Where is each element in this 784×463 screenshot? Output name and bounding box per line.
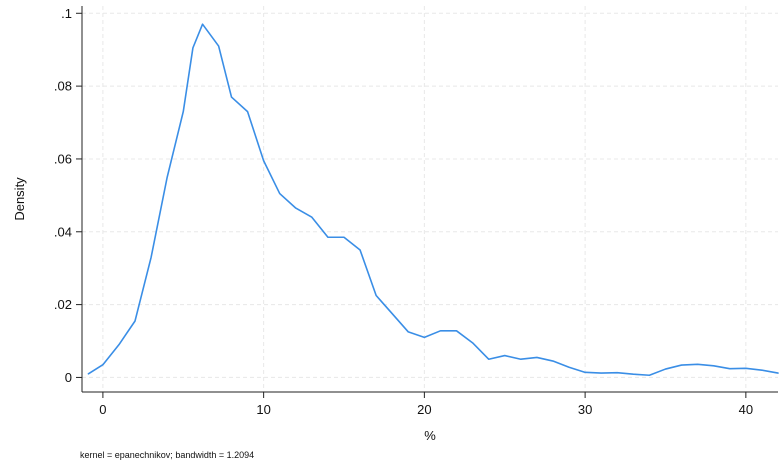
x-tick-label: 20 [417,402,431,417]
data-series [87,23,779,377]
x-axis-label: % [424,428,436,443]
y-tick-label: .08 [54,79,72,94]
y-tick-label: .02 [54,297,72,312]
y-tick-label: .1 [61,6,72,21]
density-line [87,23,779,377]
x-tick-label: 40 [739,402,753,417]
grid [82,6,778,392]
labels: % Density kernel = epanechnikov; bandwid… [12,177,436,460]
x-tick-label: 10 [256,402,270,417]
y-axis-label: Density [12,177,27,221]
axes: 0 10 20 30 40 0 .02 .04 .06 .08 .1 [54,6,778,417]
y-tick-label: 0 [65,370,72,385]
y-tick-label: .04 [54,224,72,239]
x-tick-label: 30 [578,402,592,417]
kernel-note: kernel = epanechnikov; bandwidth = 1.209… [80,450,254,460]
x-tick-label: 0 [99,402,106,417]
y-tick-label: .06 [54,151,72,166]
